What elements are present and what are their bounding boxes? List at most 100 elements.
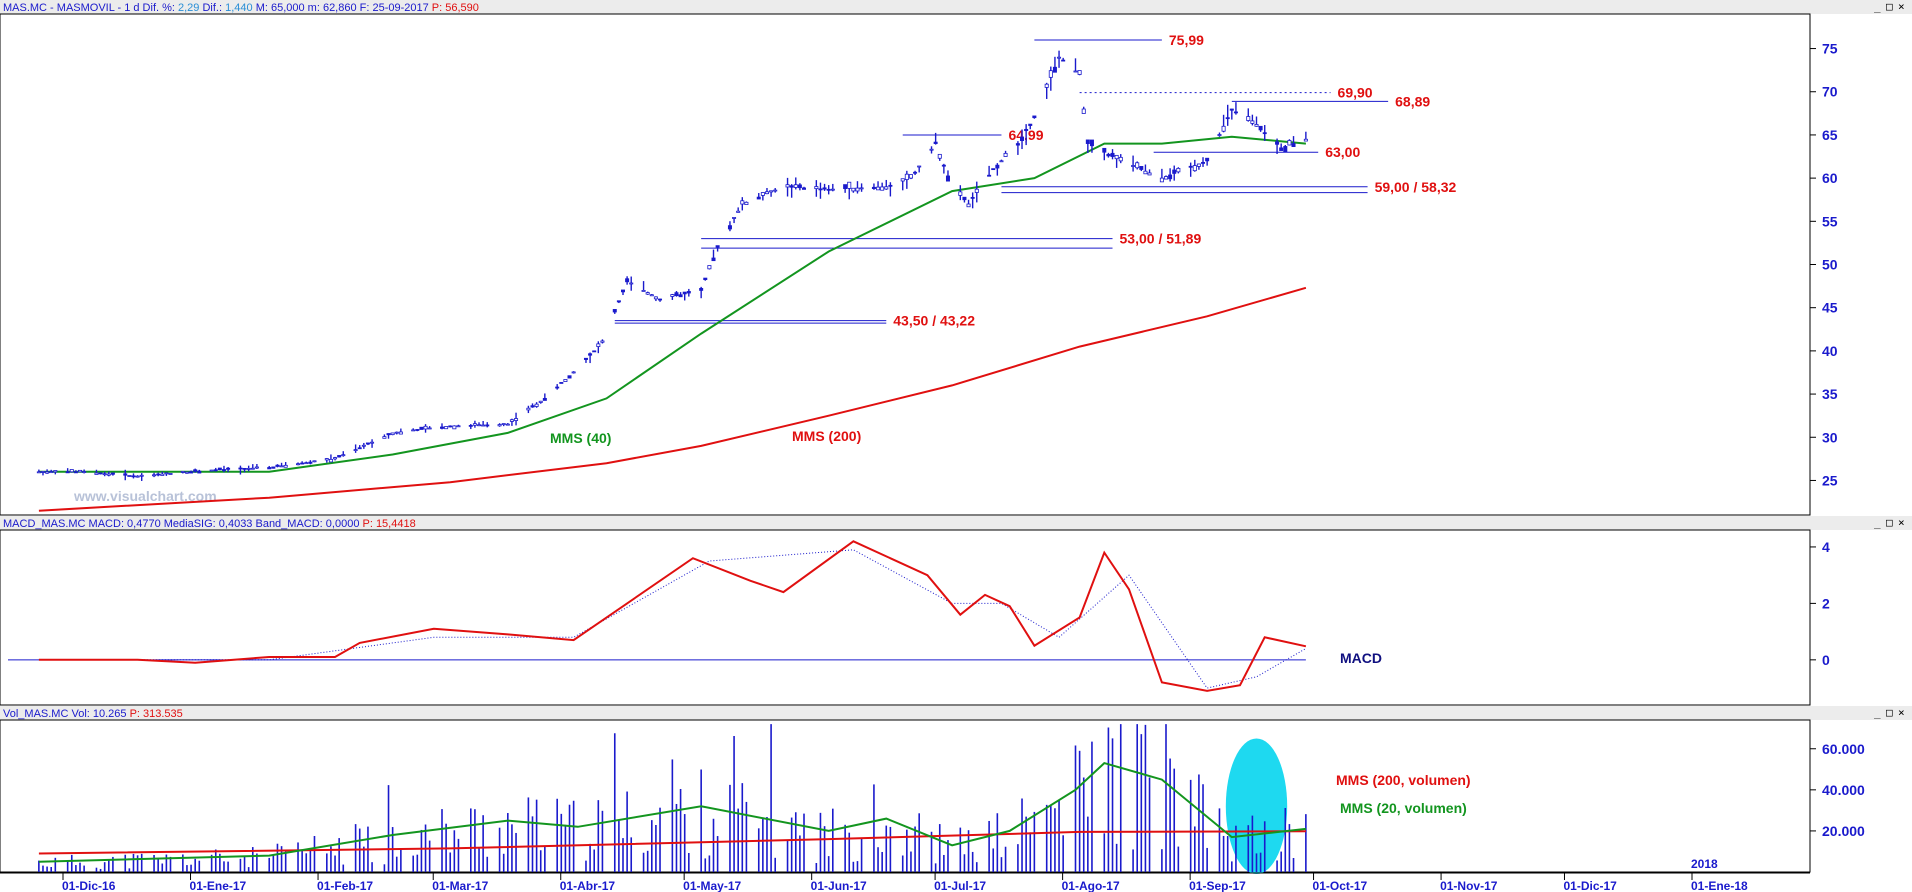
price-candle [814, 186, 819, 190]
close-button[interactable]: × [1898, 0, 1905, 13]
price-candle [913, 171, 918, 174]
price-candle [246, 468, 251, 470]
price-candle [538, 400, 543, 403]
y-tick-label: 45 [1822, 300, 1838, 316]
header-segment: P: 313.535 [127, 708, 183, 720]
mms200-line [38, 286, 1307, 512]
price-candle [279, 465, 284, 468]
price-candle [818, 188, 823, 191]
price-candle [588, 353, 593, 356]
price-candle [1089, 139, 1094, 147]
minimize-button[interactable]: _ [1874, 516, 1881, 529]
volume-window-buttons[interactable]: _ □ × [1874, 706, 1905, 719]
price-candle [773, 189, 778, 192]
y-tick-label: 50 [1822, 257, 1838, 273]
price-candle [1032, 115, 1037, 119]
minimize-button[interactable]: _ [1874, 706, 1881, 719]
price-candle [621, 289, 626, 293]
price-candle [423, 425, 428, 430]
price-candle [1303, 138, 1308, 142]
y-tick-label: 2 [1822, 595, 1830, 611]
price-candle [164, 472, 169, 475]
price-window-buttons[interactable]: _ □ × [1874, 0, 1905, 13]
price-candle [600, 340, 605, 343]
price-candle [1131, 165, 1136, 167]
macd-panel: MACD_MAS.MC MACD: 0,4770 MediaSIG: 0,403… [0, 516, 1912, 706]
y-tick-label: 40.000 [1822, 782, 1865, 798]
price-candle [1176, 168, 1181, 173]
price-candle [497, 424, 502, 427]
price-candle [1258, 125, 1263, 131]
price-candle [711, 257, 716, 262]
price-candle [847, 181, 852, 189]
price-candle [341, 454, 346, 457]
year-label: 2018 [1691, 857, 1718, 871]
minimize-button[interactable]: _ [1874, 0, 1881, 13]
price-candle [888, 184, 893, 187]
price-candle [1225, 117, 1230, 120]
price-candle [1283, 146, 1288, 153]
price-candle [859, 187, 864, 190]
price-candle [333, 457, 338, 460]
price-candle [645, 292, 650, 295]
y-tick-label: 60.000 [1822, 741, 1865, 757]
price-candle [670, 294, 675, 297]
volume-ma20-line [38, 761, 1307, 863]
price-candle [1085, 139, 1090, 144]
x-axis: 01-Dic-16 01-Ene-17 01-Feb-17 01-Mar-17 01-A… [0, 857, 1810, 892]
price-candle [267, 467, 272, 470]
x-tick-label: 01-Jul-17 [934, 879, 986, 892]
price-candle [156, 473, 161, 476]
price-candle [678, 294, 683, 298]
price-candle [1024, 128, 1029, 132]
macd-y-axis: 4 2 0 [1810, 539, 1830, 668]
price-candle [324, 458, 329, 461]
close-button[interactable]: × [1898, 706, 1905, 719]
price-candle [98, 472, 103, 475]
price-candle [135, 475, 140, 478]
restore-button[interactable]: □ [1886, 706, 1893, 719]
price-candle [197, 470, 202, 474]
price-candle [152, 474, 157, 477]
x-tick-label: 01-Dic-17 [1563, 879, 1617, 892]
close-button[interactable]: × [1898, 516, 1905, 529]
price-candle [184, 471, 189, 474]
price-candle [933, 141, 938, 144]
price-candle [221, 469, 226, 471]
price-candle [974, 188, 979, 193]
price-candle [843, 184, 848, 190]
mms40-label: MMS (40) [550, 430, 611, 446]
volume-ma200-line [38, 830, 1306, 855]
price-candle [764, 191, 769, 195]
x-tick-label: 01-Mar-17 [432, 879, 488, 892]
price-candle [189, 471, 194, 474]
price-candle [1044, 83, 1049, 88]
price-candle [1052, 66, 1057, 73]
price-candle [242, 467, 247, 470]
price-candle [736, 210, 741, 213]
header-segment: Dif.: [199, 2, 222, 14]
price-candle [427, 427, 432, 430]
price-candle [394, 431, 399, 434]
price-candle [514, 418, 519, 421]
x-tick-label: 01-Sep-17 [1189, 879, 1246, 892]
price-candle [419, 426, 424, 430]
restore-button[interactable]: □ [1886, 516, 1893, 529]
y-tick-label: 20.000 [1822, 823, 1865, 839]
price-candle [830, 188, 835, 191]
price-candle [94, 472, 99, 475]
price-candle [390, 432, 395, 436]
macd-plot-frame [0, 529, 1811, 706]
price-candle [534, 403, 539, 407]
x-tick-label: 01-Ene-18 [1691, 879, 1748, 892]
price-candle [73, 471, 78, 474]
price-candle [966, 203, 971, 208]
price-candle [653, 296, 658, 300]
restore-button[interactable]: □ [1886, 0, 1893, 13]
price-candle [328, 458, 333, 463]
price-candle [226, 467, 231, 470]
price-candle [45, 471, 50, 474]
macd-window-buttons[interactable]: _ □ × [1874, 516, 1905, 529]
